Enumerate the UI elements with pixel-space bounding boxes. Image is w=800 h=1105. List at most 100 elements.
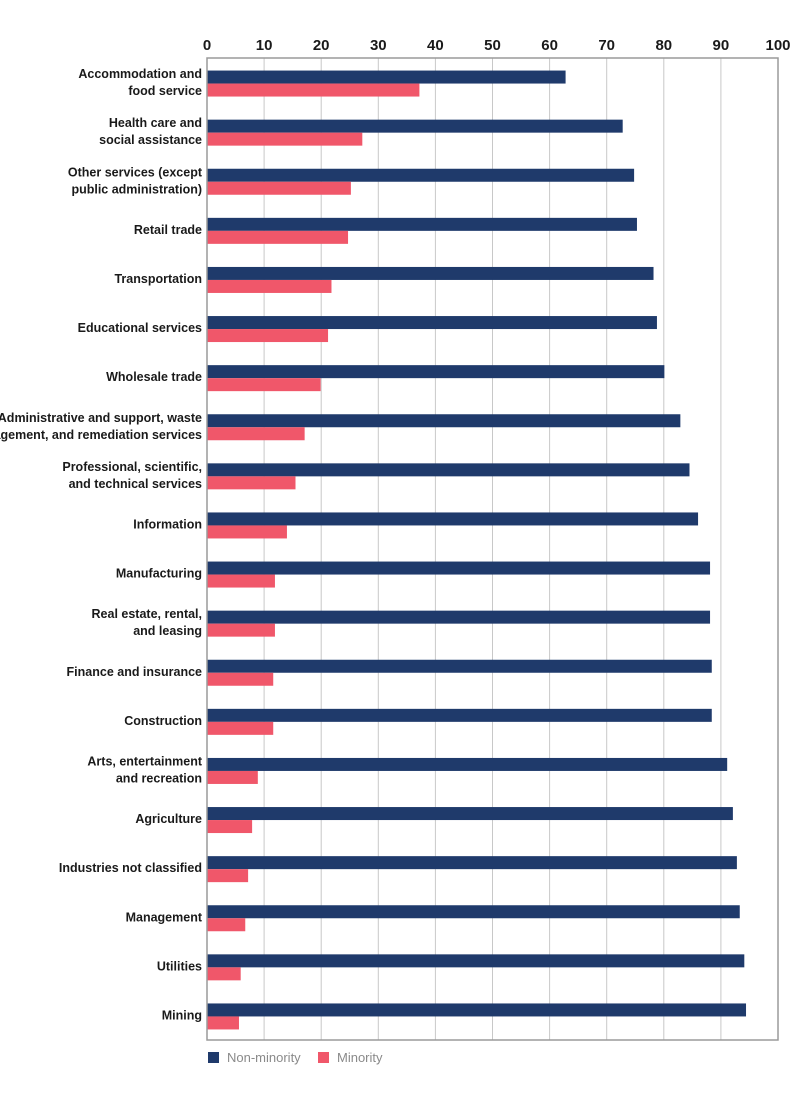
bar-minority-finance-and-insurance	[207, 672, 274, 686]
bar-minority-administrative-and-support-waste-management-and-remediation-services	[207, 427, 305, 441]
category-label-line: Agriculture	[135, 812, 202, 826]
category-label-line: Health care and	[109, 116, 202, 130]
category-label-line: Wholesale trade	[106, 370, 202, 384]
category-label-real-estate-rental-and-leasing: Real estate, rental, and leasing	[92, 607, 202, 638]
category-label-line: Administrative and support, waste	[0, 411, 202, 425]
bar-non-minority-finance-and-insurance	[207, 659, 712, 673]
bar-minority-industries-not-classified	[207, 869, 249, 883]
bar-minority-manufacturing	[207, 574, 275, 588]
category-label-line: Transportation	[114, 272, 202, 286]
category-labels: Accommodation and food service Health care…	[0, 67, 203, 1022]
x-tick-label-100: 100	[765, 37, 790, 54]
bar-minority-retail-trade	[207, 230, 349, 244]
category-label-transportation: Transportation	[114, 272, 202, 286]
category-label-mining: Mining	[162, 1008, 202, 1022]
category-label-manufacturing: Manufacturing	[116, 567, 202, 581]
category-label-line: Industries not classified	[59, 861, 202, 875]
x-tick-label-50: 50	[484, 37, 501, 54]
x-tick-label-20: 20	[313, 37, 330, 54]
category-label-other-services-except-public-administration: Other services (except public administrat…	[68, 165, 203, 196]
category-label-line: Mining	[162, 1008, 202, 1022]
bar-minority-other-services-except-public-administration	[207, 181, 351, 195]
x-tick-label-60: 60	[541, 37, 558, 54]
category-label-line: Information	[133, 517, 202, 531]
category-label-line: food service	[128, 84, 202, 98]
legend: Non-minority Minority	[208, 1050, 383, 1065]
category-label-wholesale-trade: Wholesale trade	[106, 370, 202, 384]
category-label-line: Professional, scientific,	[62, 460, 202, 474]
plot-frame	[206, 57, 779, 1041]
bar-minority-educational-services	[207, 329, 329, 343]
category-label-utilities: Utilities	[157, 959, 202, 973]
bar-minority-utilities	[207, 967, 241, 981]
category-label-professional-scientific-and-technical-services: Professional, scientific, and technical s…	[62, 460, 202, 491]
category-label-line: Utilities	[157, 959, 202, 973]
category-label-line: Educational services	[78, 321, 202, 335]
category-label-line: Accommodation and	[78, 67, 202, 81]
bar-non-minority-industries-not-classified	[207, 856, 737, 870]
bar-non-minority-arts-entertainment-and-recreation	[207, 757, 728, 771]
category-label-line: social assistance	[99, 133, 202, 147]
x-tick-label-10: 10	[256, 37, 273, 54]
category-label-information: Information	[133, 517, 202, 531]
bar-non-minority-agriculture	[207, 807, 733, 821]
bar-minority-professional-scientific-and-technical-services	[207, 476, 296, 490]
category-label-agriculture: Agriculture	[135, 812, 202, 826]
category-label-management: Management	[126, 910, 203, 924]
category-label-arts-entertainment-and-recreation: Arts, entertainment and recreation	[87, 754, 202, 785]
bar-non-minority-transportation	[207, 266, 654, 280]
bar-non-minority-manufacturing	[207, 561, 711, 575]
bar-non-minority-educational-services	[207, 316, 657, 330]
category-label-line: and recreation	[116, 771, 202, 785]
category-label-line: management, and remediation services	[0, 428, 202, 442]
category-label-accommodation-and-food-service: Accommodation and food service	[78, 67, 202, 98]
legend-swatch-non-minority	[208, 1052, 219, 1063]
bar-minority-transportation	[207, 279, 332, 293]
bar-non-minority-real-estate-rental-and-leasing	[207, 610, 711, 624]
bar-non-minority-information	[207, 512, 699, 526]
bar-non-minority-other-services-except-public-administration	[207, 168, 635, 182]
category-label-line: Finance and insurance	[67, 665, 203, 679]
bar-minority-information	[207, 525, 287, 539]
category-label-line: and technical services	[69, 477, 202, 491]
category-label-finance-and-insurance: Finance and insurance	[67, 665, 203, 679]
category-label-line: and leasing	[133, 624, 202, 638]
legend-label-minority: Minority	[337, 1050, 383, 1065]
bar-non-minority-management	[207, 905, 740, 919]
bar-minority-arts-entertainment-and-recreation	[207, 770, 258, 784]
category-label-line: Real estate, rental,	[92, 607, 202, 621]
bar-non-minority-retail-trade	[207, 217, 637, 231]
category-label-line: Manufacturing	[116, 567, 202, 581]
bar-minority-real-estate-rental-and-leasing	[207, 623, 275, 637]
x-tick-label-40: 40	[427, 37, 444, 54]
bar-non-minority-mining	[207, 1003, 747, 1017]
bars	[207, 70, 747, 1030]
bar-non-minority-professional-scientific-and-technical-services	[207, 463, 690, 477]
x-tick-label-80: 80	[655, 37, 672, 54]
category-label-construction: Construction	[124, 714, 202, 728]
bar-minority-construction	[207, 721, 274, 735]
category-label-retail-trade: Retail trade	[134, 223, 202, 237]
bar-non-minority-health-care-and-social-assistance	[207, 119, 623, 133]
bar-non-minority-administrative-and-support-waste-management-and-remediation-services	[207, 414, 681, 428]
bar-minority-accommodation-and-food-service	[207, 83, 420, 97]
category-label-industries-not-classified: Industries not classified	[59, 861, 202, 875]
category-label-line: Retail trade	[134, 223, 202, 237]
category-label-line: Management	[126, 910, 203, 924]
category-label-health-care-and-social-assistance: Health care and social assistance	[99, 116, 202, 147]
bar-minority-wholesale-trade	[207, 378, 321, 392]
bar-minority-health-care-and-social-assistance	[207, 132, 363, 146]
bar-minority-agriculture	[207, 820, 253, 834]
bar-minority-mining	[207, 1016, 239, 1030]
category-label-line: Construction	[124, 714, 202, 728]
legend-swatch-minority	[318, 1052, 329, 1063]
category-label-line: Arts, entertainment	[87, 754, 202, 768]
category-label-administrative-and-support-waste-management-and-remediation-services: Administrative and support, waste managem…	[0, 411, 202, 442]
legend-label-non-minority: Non-minority	[227, 1050, 301, 1065]
category-label-line: Other services (except	[68, 165, 203, 179]
category-label-educational-services: Educational services	[78, 321, 202, 335]
x-tick-label-30: 30	[370, 37, 387, 54]
category-label-line: public administration)	[71, 182, 202, 196]
